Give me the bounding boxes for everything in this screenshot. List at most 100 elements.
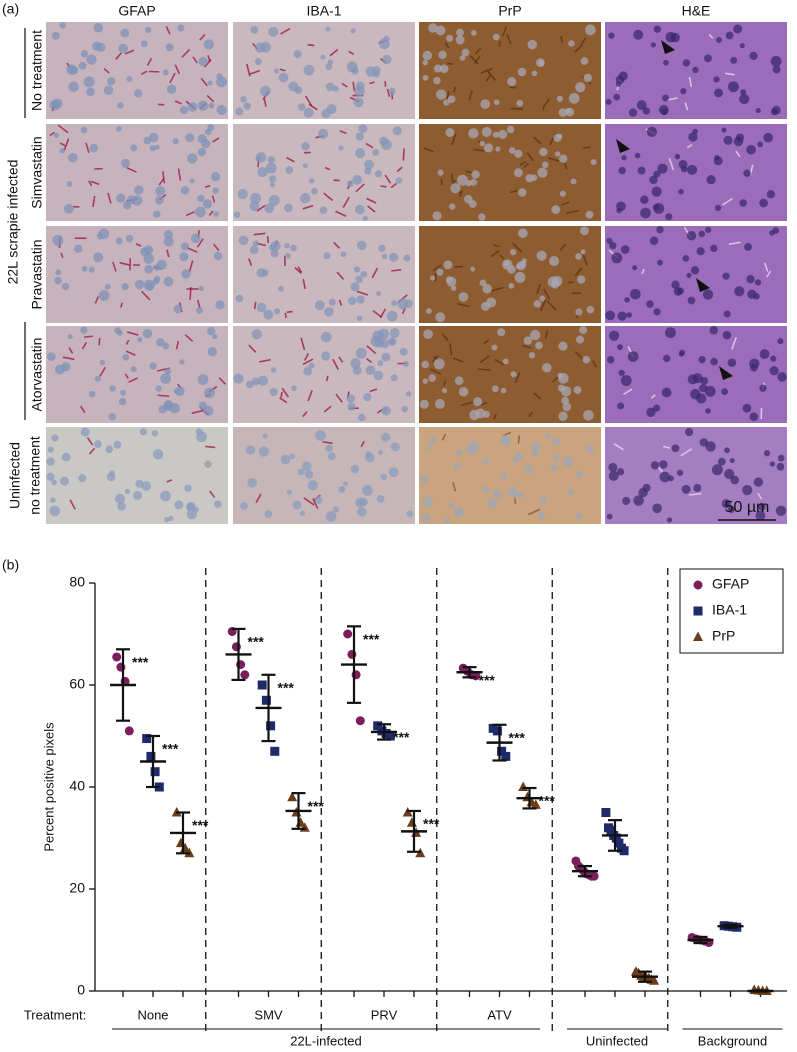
texture-nucleus <box>766 190 775 199</box>
texture-nucleus <box>469 409 480 421</box>
texture-streak <box>390 182 397 189</box>
texture-nucleus <box>734 286 745 297</box>
texture-nucleus <box>529 329 541 341</box>
texture-nucleus <box>143 136 152 145</box>
x-tick-label: SMV <box>254 1007 283 1022</box>
texture-nucleus <box>177 24 185 32</box>
texture-nucleus <box>247 478 257 488</box>
texture-nucleus <box>106 472 116 482</box>
texture-nucleus <box>568 40 575 47</box>
texture-nucleus <box>380 339 390 349</box>
texture-nucleus <box>195 206 206 218</box>
texture-nucleus <box>629 288 641 300</box>
texture-nucleus <box>355 347 367 359</box>
texture-nucleus <box>523 336 533 345</box>
texture-streak <box>728 241 741 245</box>
significance: *** <box>479 672 496 688</box>
texture-nucleus <box>500 473 507 480</box>
texture-streak <box>366 358 373 364</box>
texture-nucleus <box>563 456 574 467</box>
texture-streak <box>473 148 485 152</box>
texture-nucleus <box>606 356 615 364</box>
texture-nucleus <box>698 355 706 364</box>
texture-nucleus <box>382 54 392 65</box>
data-point <box>261 695 271 705</box>
texture-nucleus <box>105 445 114 454</box>
texture-nucleus <box>586 445 595 454</box>
texture-nucleus <box>458 386 469 397</box>
texture-nucleus <box>204 387 215 399</box>
texture-nucleus <box>558 341 568 351</box>
texture-nucleus <box>364 159 374 170</box>
texture-nucleus <box>195 307 203 314</box>
data-point <box>385 731 395 741</box>
data-point <box>497 746 507 756</box>
texture-streak <box>302 358 314 366</box>
texture-nucleus <box>705 226 712 233</box>
texture-nucleus <box>109 385 116 392</box>
texture-nucleus <box>685 427 694 437</box>
texture-streak <box>519 161 527 166</box>
texture-nucleus <box>674 153 681 160</box>
column-header: IBA-1 <box>306 3 341 19</box>
row-label: Atorvastatin <box>29 338 45 412</box>
texture-nucleus <box>125 234 134 243</box>
texture-nucleus <box>149 132 159 143</box>
texture-streak <box>59 142 66 147</box>
texture-streak <box>460 401 474 407</box>
texture-streak <box>218 377 226 385</box>
texture-nucleus <box>190 233 201 244</box>
texture-nucleus <box>606 237 613 244</box>
texture-nucleus <box>611 252 623 264</box>
legend-label: IBA-1 <box>712 602 747 618</box>
texture-streak <box>376 409 383 414</box>
texture-nucleus <box>254 58 262 66</box>
texture-nucleus <box>405 391 412 397</box>
texture-nucleus <box>163 236 174 247</box>
texture-nucleus <box>730 475 740 485</box>
texture-streak <box>447 62 454 65</box>
texture-nucleus <box>453 507 464 518</box>
texture-nucleus <box>468 128 479 139</box>
texture-streak <box>367 205 376 213</box>
texture-nucleus <box>640 207 651 219</box>
texture-nucleus <box>769 366 779 376</box>
texture-nucleus <box>54 364 65 375</box>
texture-streak <box>680 448 693 457</box>
texture-nucleus <box>657 259 663 266</box>
texture-nucleus <box>513 168 523 178</box>
texture-nucleus <box>657 163 668 174</box>
texture-streak <box>205 445 216 449</box>
texture-nucleus <box>304 470 314 479</box>
texture-streak <box>580 37 587 46</box>
texture-streak <box>546 300 557 311</box>
texture-streak <box>498 40 501 47</box>
texture-nucleus <box>288 81 299 92</box>
texture-nucleus <box>343 481 349 487</box>
texture-nucleus <box>179 105 189 115</box>
texture-streak <box>266 236 270 244</box>
texture-nucleus <box>245 445 256 455</box>
texture-streak <box>85 142 90 153</box>
texture-nucleus <box>252 240 259 247</box>
texture-streak <box>253 301 257 310</box>
texture-nucleus <box>352 365 362 375</box>
texture-streak <box>212 137 220 143</box>
panel-label: (a) <box>2 1 19 17</box>
texture-nucleus <box>145 26 152 34</box>
texture-nucleus <box>565 107 571 114</box>
texture-streak <box>380 185 387 188</box>
texture-nucleus <box>179 359 185 365</box>
texture-nucleus <box>50 497 56 503</box>
texture-streak <box>536 283 542 295</box>
texture-streak <box>300 337 306 351</box>
texture-streak <box>544 330 549 340</box>
texture-nucleus <box>115 493 126 504</box>
texture-streak <box>263 98 267 107</box>
texture-nucleus <box>447 95 456 104</box>
texture-nucleus <box>482 410 490 418</box>
texture-nucleus <box>744 242 753 251</box>
texture-nucleus <box>662 94 669 102</box>
texture-nucleus <box>353 266 361 273</box>
texture-nucleus <box>130 144 138 152</box>
